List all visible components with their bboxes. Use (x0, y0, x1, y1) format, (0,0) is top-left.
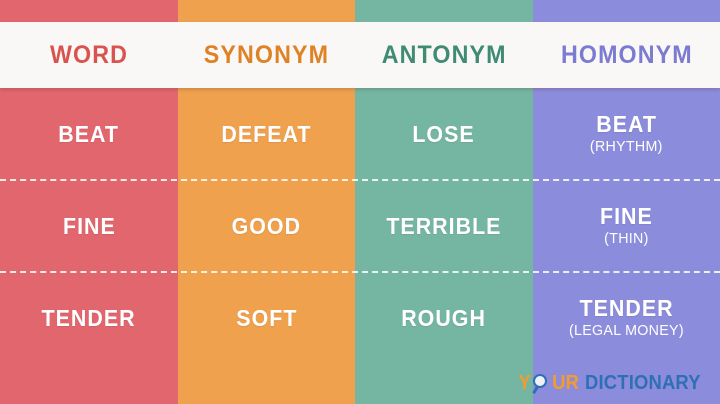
cell-main-text: SOFT (235, 304, 298, 331)
table-row: FINE GOOD TERRIBLE FINE (THIN) (0, 180, 720, 272)
cell-main-text: TENDER (579, 295, 674, 322)
cell-word: BEAT (0, 88, 178, 180)
header-cell-word: WORD (0, 22, 178, 88)
header-label-antonym: ANTONYM (381, 40, 507, 69)
logo-text-your-y: Y (518, 371, 532, 394)
header-cell-homonym: HOMONYM (533, 22, 720, 88)
table-row: BEAT DEFEAT LOSE BEAT (RHYTHM) (0, 88, 720, 180)
cell-synonym: GOOD (178, 180, 355, 272)
cell-sub-text: (LEGAL MONEY) (569, 322, 684, 340)
cell-sub-text: (THIN) (604, 230, 649, 248)
header-label-synonym: SYNONYM (203, 40, 330, 69)
cell-word: TENDER (0, 272, 178, 364)
cell-main-text: BEAT (58, 120, 120, 147)
table-row: TENDER SOFT ROUGH TENDER (LEGAL MONEY) (0, 272, 720, 364)
cell-main-text: BEAT (596, 111, 657, 138)
cell-main-text: DEFEAT (221, 120, 312, 147)
cell-synonym: DEFEAT (178, 88, 355, 180)
cell-main-text: FINE (600, 203, 653, 230)
cell-homonym: TENDER (LEGAL MONEY) (533, 272, 720, 364)
cell-synonym: SOFT (178, 272, 355, 364)
yourdictionary-logo[interactable]: Y UR DICTIONARY (518, 370, 706, 396)
cell-word: FINE (0, 180, 178, 272)
row-divider (0, 271, 720, 273)
cell-main-text: LOSE (412, 120, 476, 147)
cell-antonym: LOSE (355, 88, 533, 180)
table-body: BEAT DEFEAT LOSE BEAT (RHYTHM) FINE (0, 88, 720, 404)
row-divider (0, 179, 720, 181)
cell-main-text: FINE (62, 212, 116, 239)
header-cell-antonym: ANTONYM (355, 22, 533, 88)
logo-text-dictionary: DICTIONARY (585, 371, 701, 394)
cell-antonym: TERRIBLE (355, 180, 533, 272)
table-header-band: WORD SYNONYM ANTONYM HOMONYM (0, 22, 720, 88)
cell-main-text: TERRIBLE (386, 212, 502, 239)
header-label-homonym: HOMONYM (560, 40, 693, 69)
cell-main-text: ROUGH (401, 304, 487, 331)
logo-text-your-ur: UR (552, 371, 580, 394)
header-label-word: WORD (49, 40, 129, 69)
cell-sub-text: (RHYTHM) (590, 138, 663, 156)
cell-main-text: TENDER (41, 304, 137, 331)
header-cell-synonym: SYNONYM (178, 22, 355, 88)
magnifying-glass-icon (532, 373, 551, 394)
cell-homonym: FINE (THIN) (533, 180, 720, 272)
cell-main-text: GOOD (231, 212, 302, 239)
cell-homonym: BEAT (RHYTHM) (533, 88, 720, 180)
cell-antonym: ROUGH (355, 272, 533, 364)
